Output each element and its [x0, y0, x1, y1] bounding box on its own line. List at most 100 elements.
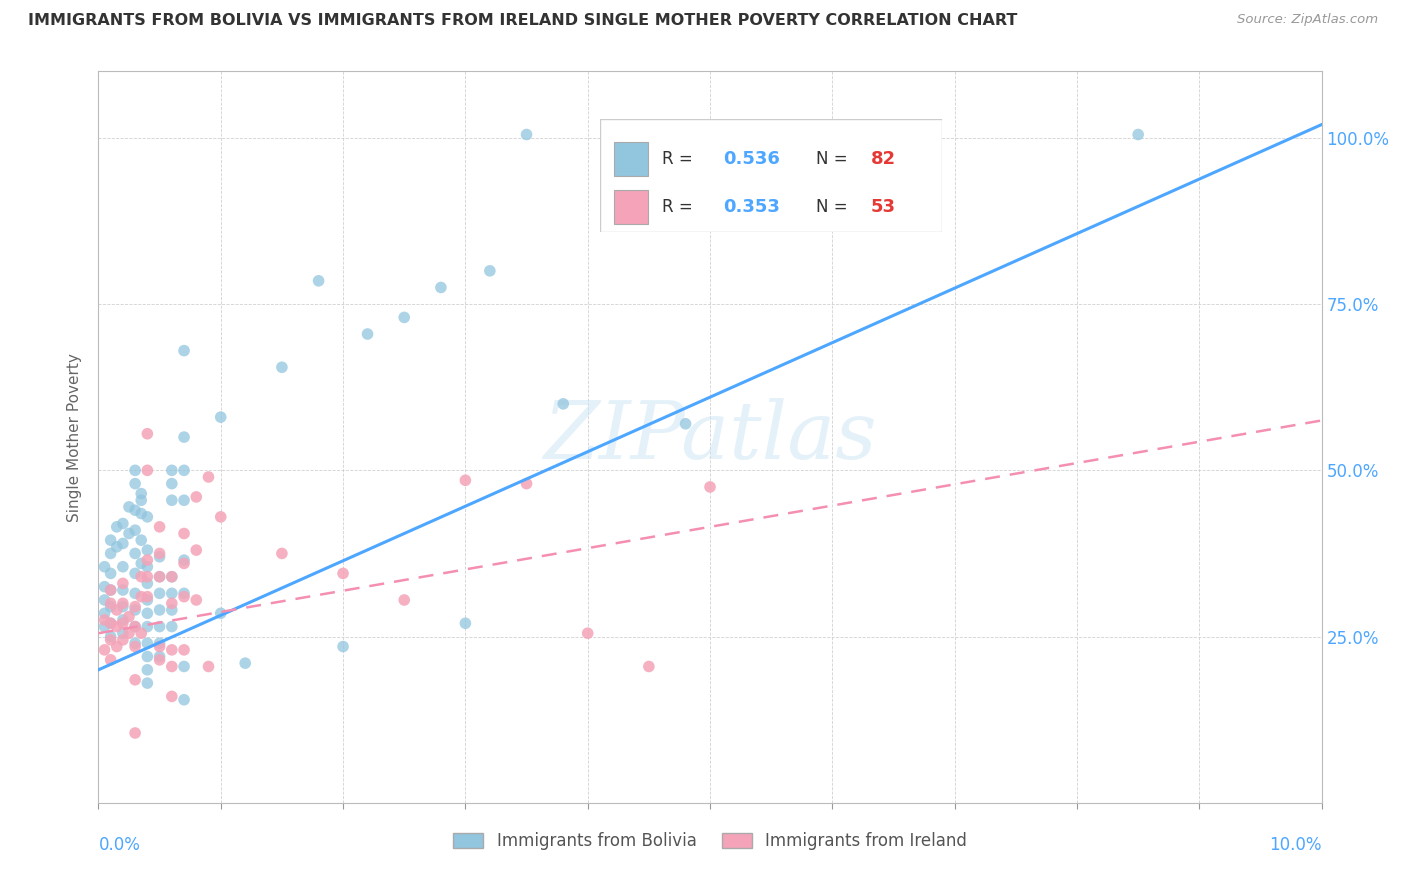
Point: [173, 526, 195, 541]
Point: [111, 626, 134, 640]
Point: [100, 582, 122, 597]
Point: [160, 659, 183, 673]
Point: [173, 659, 195, 673]
Point: [186, 593, 208, 607]
Point: [759, 128, 782, 142]
Point: [93, 580, 115, 594]
Point: [100, 616, 122, 631]
Point: [129, 557, 152, 571]
Point: [105, 540, 128, 554]
Point: [129, 507, 152, 521]
Point: [100, 599, 122, 614]
Point: [105, 619, 128, 633]
Point: [186, 543, 208, 558]
Point: [105, 603, 128, 617]
Point: [136, 590, 159, 604]
Point: [173, 493, 195, 508]
Point: [136, 559, 159, 574]
Point: [111, 559, 134, 574]
Point: [100, 632, 122, 647]
Text: ZIPatlas: ZIPatlas: [543, 399, 877, 475]
Point: [308, 274, 330, 288]
Point: [124, 463, 146, 477]
Point: [124, 673, 146, 687]
Point: [454, 473, 477, 487]
Point: [124, 503, 146, 517]
Point: [136, 570, 159, 584]
Point: [173, 463, 195, 477]
Point: [124, 599, 146, 614]
Point: [160, 619, 183, 633]
Point: [173, 557, 195, 571]
Point: [100, 630, 122, 644]
Text: 0.536: 0.536: [723, 150, 780, 168]
Point: [124, 640, 146, 654]
Text: IMMIGRANTS FROM BOLIVIA VS IMMIGRANTS FROM IRELAND SINGLE MOTHER POVERTY CORRELA: IMMIGRANTS FROM BOLIVIA VS IMMIGRANTS FR…: [28, 13, 1018, 29]
FancyBboxPatch shape: [600, 119, 942, 232]
Point: [332, 566, 354, 581]
Y-axis label: Single Mother Poverty: Single Mother Poverty: [67, 352, 83, 522]
Point: [1128, 128, 1150, 142]
Point: [160, 603, 183, 617]
Point: [111, 632, 134, 647]
Point: [270, 360, 292, 375]
Point: [124, 476, 146, 491]
Point: [149, 640, 172, 654]
Point: [149, 546, 172, 560]
Text: 10.0%: 10.0%: [1270, 836, 1322, 854]
Point: [118, 526, 141, 541]
Text: 82: 82: [870, 150, 896, 168]
Point: [124, 586, 146, 600]
Point: [160, 493, 183, 508]
Point: [699, 480, 721, 494]
Point: [136, 509, 159, 524]
Point: [160, 643, 183, 657]
Point: [173, 643, 195, 657]
Point: [173, 343, 195, 358]
Point: [100, 546, 122, 560]
Point: [149, 636, 172, 650]
Point: [209, 509, 232, 524]
Point: [124, 619, 146, 633]
Point: [270, 546, 292, 560]
Point: [100, 653, 122, 667]
Text: N =: N =: [815, 198, 852, 217]
Point: [124, 566, 146, 581]
Point: [160, 570, 183, 584]
Point: [136, 663, 159, 677]
Point: [100, 533, 122, 548]
Point: [111, 536, 134, 550]
Point: [160, 570, 183, 584]
Point: [173, 553, 195, 567]
Point: [173, 590, 195, 604]
Point: [129, 493, 152, 508]
Point: [129, 486, 152, 500]
Point: [392, 310, 416, 325]
Point: [111, 582, 134, 597]
Point: [118, 500, 141, 514]
Point: [356, 326, 378, 341]
Bar: [613, 190, 648, 225]
Point: [111, 516, 134, 531]
Point: [149, 603, 172, 617]
Point: [111, 576, 134, 591]
Point: [149, 570, 172, 584]
Point: [197, 470, 219, 484]
Point: [93, 619, 115, 633]
Point: [160, 586, 183, 600]
Point: [136, 636, 159, 650]
Point: [149, 549, 172, 564]
Point: [111, 599, 134, 614]
Point: [136, 463, 159, 477]
Point: [93, 607, 115, 621]
Text: 0.0%: 0.0%: [98, 836, 141, 854]
Point: [129, 533, 152, 548]
Point: [118, 609, 141, 624]
Point: [233, 656, 256, 670]
Point: [478, 264, 501, 278]
Point: [100, 566, 122, 581]
Point: [93, 559, 115, 574]
Point: [105, 520, 128, 534]
Point: [111, 616, 134, 631]
Point: [454, 616, 477, 631]
